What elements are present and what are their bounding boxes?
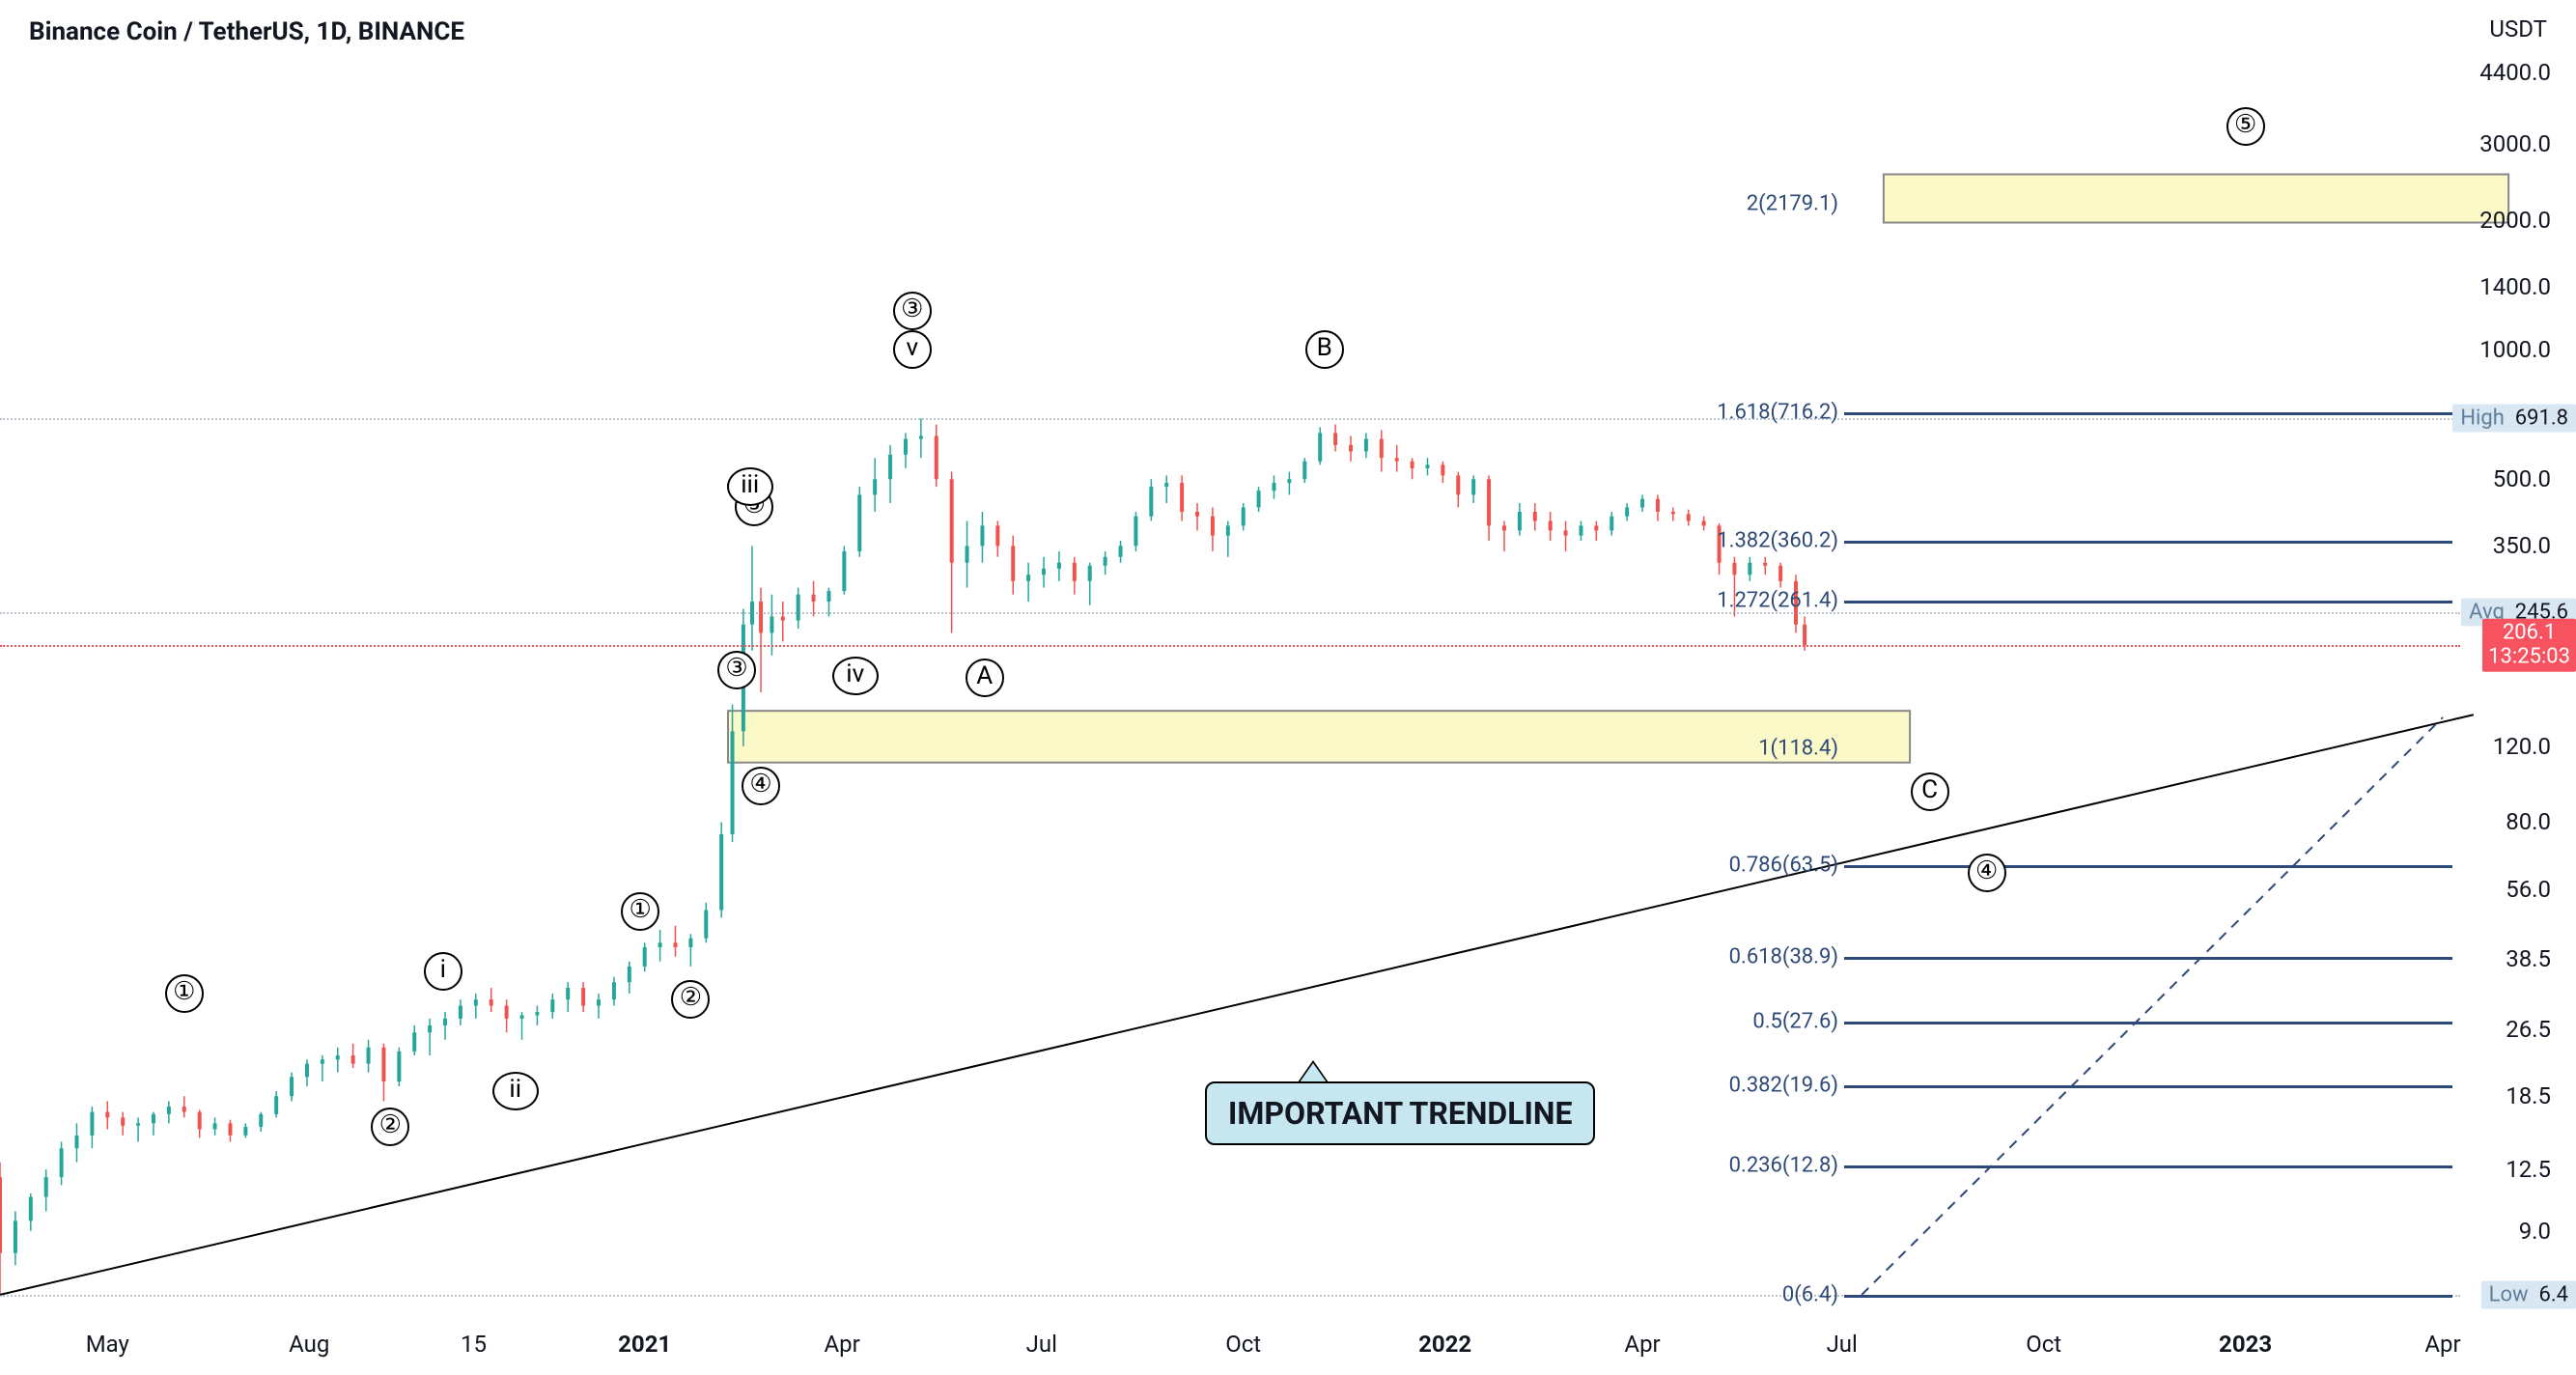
fib-line: [1844, 957, 2452, 960]
x-tick: Aug: [289, 1331, 329, 1358]
price-zone: [1884, 174, 2508, 222]
fib-label: 1.272(261.4): [1717, 588, 1838, 612]
y-tick: 4400.0: [2479, 59, 2551, 86]
fib-line: [1844, 541, 2452, 544]
fib-label: 2(2179.1): [1747, 191, 1838, 215]
wave-label: ①: [621, 892, 659, 931]
x-tick: Oct: [2026, 1331, 2061, 1358]
fib-line: [1844, 1085, 2452, 1088]
fib-label: 0.618(38.9): [1729, 945, 1838, 969]
y-tick: 26.5: [2506, 1016, 2551, 1043]
callout-pointer-fill: [1300, 1063, 1327, 1082]
x-tick: 2023: [2219, 1331, 2272, 1358]
x-tick: 2022: [1418, 1331, 1471, 1358]
fib-line: [1844, 601, 2452, 603]
wave-label: v: [893, 330, 932, 369]
x-tick: Apr: [824, 1331, 859, 1358]
y-tick: 3000.0: [2479, 130, 2551, 157]
x-tick: Jul: [1827, 1331, 1858, 1358]
indicator-line: [0, 612, 2460, 614]
x-tick: May: [86, 1331, 129, 1358]
wave-label: ④: [1968, 854, 2006, 892]
fib-label: 0.236(12.8): [1729, 1153, 1838, 1177]
indicator-line: [0, 418, 2460, 420]
wave-label: B: [1305, 330, 1344, 369]
chart-svg: [0, 0, 2576, 1375]
fib-label: 1(118.4): [1758, 737, 1838, 761]
x-tick: 15: [461, 1331, 487, 1358]
wave-label: ③: [893, 292, 932, 330]
x-tick: Jul: [1026, 1331, 1057, 1358]
y-tick: 350.0: [2493, 532, 2551, 559]
wave-label: A: [966, 659, 1004, 697]
fib-line: [1844, 412, 2452, 415]
price-label-high: High 691.8: [2452, 405, 2576, 433]
fib-label: 0.5(27.6): [1752, 1009, 1838, 1033]
projection-line: [1862, 717, 2443, 1295]
wave-label: ①: [165, 974, 204, 1013]
fib-label: 1.382(360.2): [1717, 528, 1838, 552]
y-tick: 18.5: [2506, 1082, 2551, 1109]
fib-line: [1844, 1165, 2452, 1168]
price-zone: [728, 711, 1910, 763]
y-tick: 56.0: [2506, 876, 2551, 903]
fib-line: [1844, 865, 2452, 868]
last-price-line: [0, 645, 2460, 647]
y-tick: 80.0: [2506, 808, 2551, 835]
y-tick: 500.0: [2493, 465, 2551, 492]
wave-label: ③: [717, 651, 756, 689]
wave-label: iii: [727, 467, 773, 506]
y-tick: 38.5: [2506, 945, 2551, 972]
fib-label: 0(6.4): [1782, 1282, 1838, 1306]
price-label-low: Low 6.4: [2481, 1280, 2576, 1308]
fib-line: [1844, 1022, 2452, 1024]
y-tick: 2000.0: [2479, 207, 2551, 234]
trendline-callout: IMPORTANT TRENDLINE: [1205, 1081, 1595, 1145]
wave-label: ⑤: [2226, 107, 2265, 146]
x-tick: Oct: [1225, 1331, 1261, 1358]
x-tick: Apr: [2424, 1331, 2460, 1358]
price-label-last: 206.113:25:03: [2482, 619, 2576, 672]
wave-label: ②: [371, 1108, 409, 1146]
wave-label: ii: [492, 1072, 539, 1110]
x-tick: 2021: [618, 1331, 671, 1358]
trendline: [0, 715, 2474, 1295]
wave-label: ②: [671, 980, 710, 1019]
wave-label: C: [1911, 772, 1949, 811]
fib-label: 0.786(63.5): [1729, 854, 1838, 878]
x-tick: Apr: [1624, 1331, 1660, 1358]
y-tick: 12.5: [2506, 1156, 2551, 1183]
y-tick: 1000.0: [2479, 336, 2551, 363]
wave-label: ④: [742, 767, 780, 805]
y-tick: 1400.0: [2479, 273, 2551, 300]
candlestick-series: [0, 418, 1806, 1295]
y-tick: 9.0: [2519, 1218, 2551, 1245]
wave-label: iv: [832, 657, 879, 695]
fib-line: [1844, 1295, 2452, 1298]
fib-label: 1.618(716.2): [1717, 400, 1838, 424]
y-tick: 120.0: [2493, 733, 2551, 760]
wave-label: i: [424, 952, 462, 991]
fib-label: 0.382(19.6): [1729, 1074, 1838, 1098]
